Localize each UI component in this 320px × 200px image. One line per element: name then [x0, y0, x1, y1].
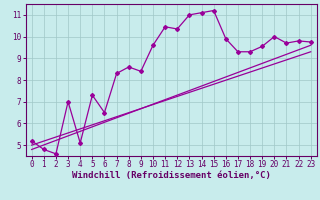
X-axis label: Windchill (Refroidissement éolien,°C): Windchill (Refroidissement éolien,°C): [72, 171, 271, 180]
